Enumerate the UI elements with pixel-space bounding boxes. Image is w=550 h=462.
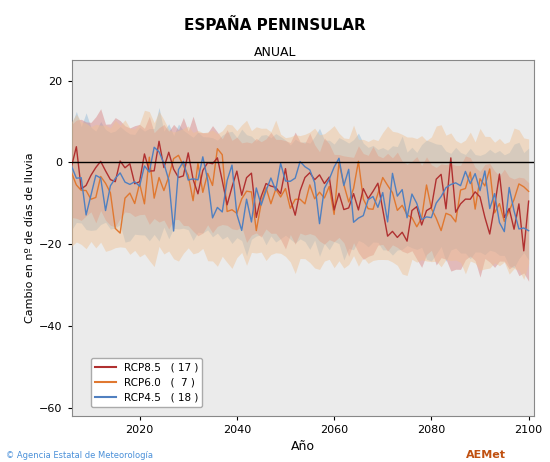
Text: AEMet: AEMet	[466, 450, 506, 460]
Text: ESPAÑA PENINSULAR: ESPAÑA PENINSULAR	[184, 18, 366, 33]
X-axis label: Año: Año	[290, 440, 315, 453]
Legend: RCP8.5   ( 17 ), RCP6.0   (  7 ), RCP4.5   ( 18 ): RCP8.5 ( 17 ), RCP6.0 ( 7 ), RCP4.5 ( 18…	[91, 359, 202, 407]
Y-axis label: Cambio en nº de días de lluvia: Cambio en nº de días de lluvia	[25, 152, 35, 323]
Text: ANUAL: ANUAL	[254, 46, 296, 59]
Text: © Agencia Estatal de Meteorología: © Agencia Estatal de Meteorología	[6, 451, 152, 460]
